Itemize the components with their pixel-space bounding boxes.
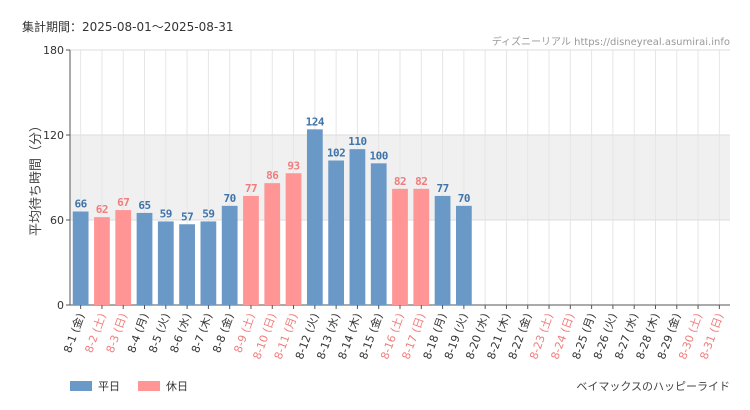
- legend-label-weekday: 平日: [98, 380, 120, 393]
- y-tick-label: 60: [50, 214, 64, 227]
- bar-value-label: 82: [415, 175, 427, 188]
- bar-8-11 (月): [285, 173, 302, 305]
- bar-8-10 (日): [264, 183, 281, 305]
- y-axis-label: 平均待ち時間（分）: [29, 119, 44, 236]
- bar-8-4 (月): [136, 212, 153, 305]
- bar-8-7 (木): [200, 221, 217, 305]
- bar-8-5 (火): [157, 221, 174, 305]
- legend-swatch-weekday: [70, 381, 92, 391]
- bar-8-8 (金): [221, 205, 238, 305]
- bar-value-label: 57: [181, 210, 193, 223]
- bar-value-label: 77: [245, 182, 257, 195]
- bar-8-16 (土): [392, 188, 408, 305]
- y-tick-label: 180: [43, 44, 64, 57]
- y-tick-label: 120: [43, 129, 64, 142]
- attraction-name: ベイマックスのハッピーライド: [576, 380, 730, 393]
- bar-value-label: 65: [138, 199, 150, 212]
- period-text: 集計期間：2025-08-01〜2025-08-31: [22, 18, 234, 35]
- bar-value-label: 110: [348, 135, 366, 148]
- bar-value-label: 93: [287, 159, 299, 172]
- period-label: 集計期間：: [22, 20, 83, 34]
- bar-value-label: 70: [458, 192, 470, 205]
- bar-value-label: 77: [436, 182, 448, 195]
- legend-swatch-holiday: [138, 381, 160, 391]
- bar-value-label: 86: [266, 169, 279, 182]
- bar-value-label: 66: [75, 198, 88, 211]
- bar-8-17 (日): [413, 188, 430, 305]
- bar-8-3 (日): [115, 210, 132, 305]
- bar-8-19 (火): [455, 205, 472, 305]
- bar-8-6 (水): [179, 224, 195, 305]
- legend-item-holiday: 休日: [138, 378, 188, 394]
- bar-8-18 (月): [434, 195, 451, 305]
- bar-8-9 (土): [243, 195, 259, 305]
- bar-value-label: 62: [96, 203, 108, 216]
- legend-label-holiday: 休日: [166, 380, 188, 393]
- bar-8-1 (金): [72, 211, 89, 305]
- legend: 平日 休日: [70, 378, 188, 394]
- bar-value-label: 124: [306, 115, 325, 128]
- bar-value-label: 67: [117, 196, 129, 209]
- legend-item-weekday: 平日: [70, 378, 120, 394]
- site-credit: ディズニーリアル https://disneyreal.asumirai.inf…: [491, 37, 730, 48]
- bar-8-15 (金): [370, 163, 387, 305]
- bar-8-14 (木): [349, 149, 366, 305]
- bar-value-label: 59: [202, 207, 214, 220]
- bar-value-label: 82: [394, 175, 406, 188]
- period-range: 2025-08-01〜2025-08-31: [82, 20, 234, 34]
- bar-value-label: 59: [160, 207, 172, 220]
- y-tick-label: 0: [57, 299, 64, 312]
- bar-value-label: 70: [224, 192, 236, 205]
- bar-8-2 (土): [94, 217, 110, 305]
- bar-value-label: 102: [327, 147, 345, 160]
- bar-8-12 (火): [306, 129, 323, 305]
- bar-value-label: 100: [370, 149, 388, 162]
- bar-8-13 (水): [328, 160, 345, 305]
